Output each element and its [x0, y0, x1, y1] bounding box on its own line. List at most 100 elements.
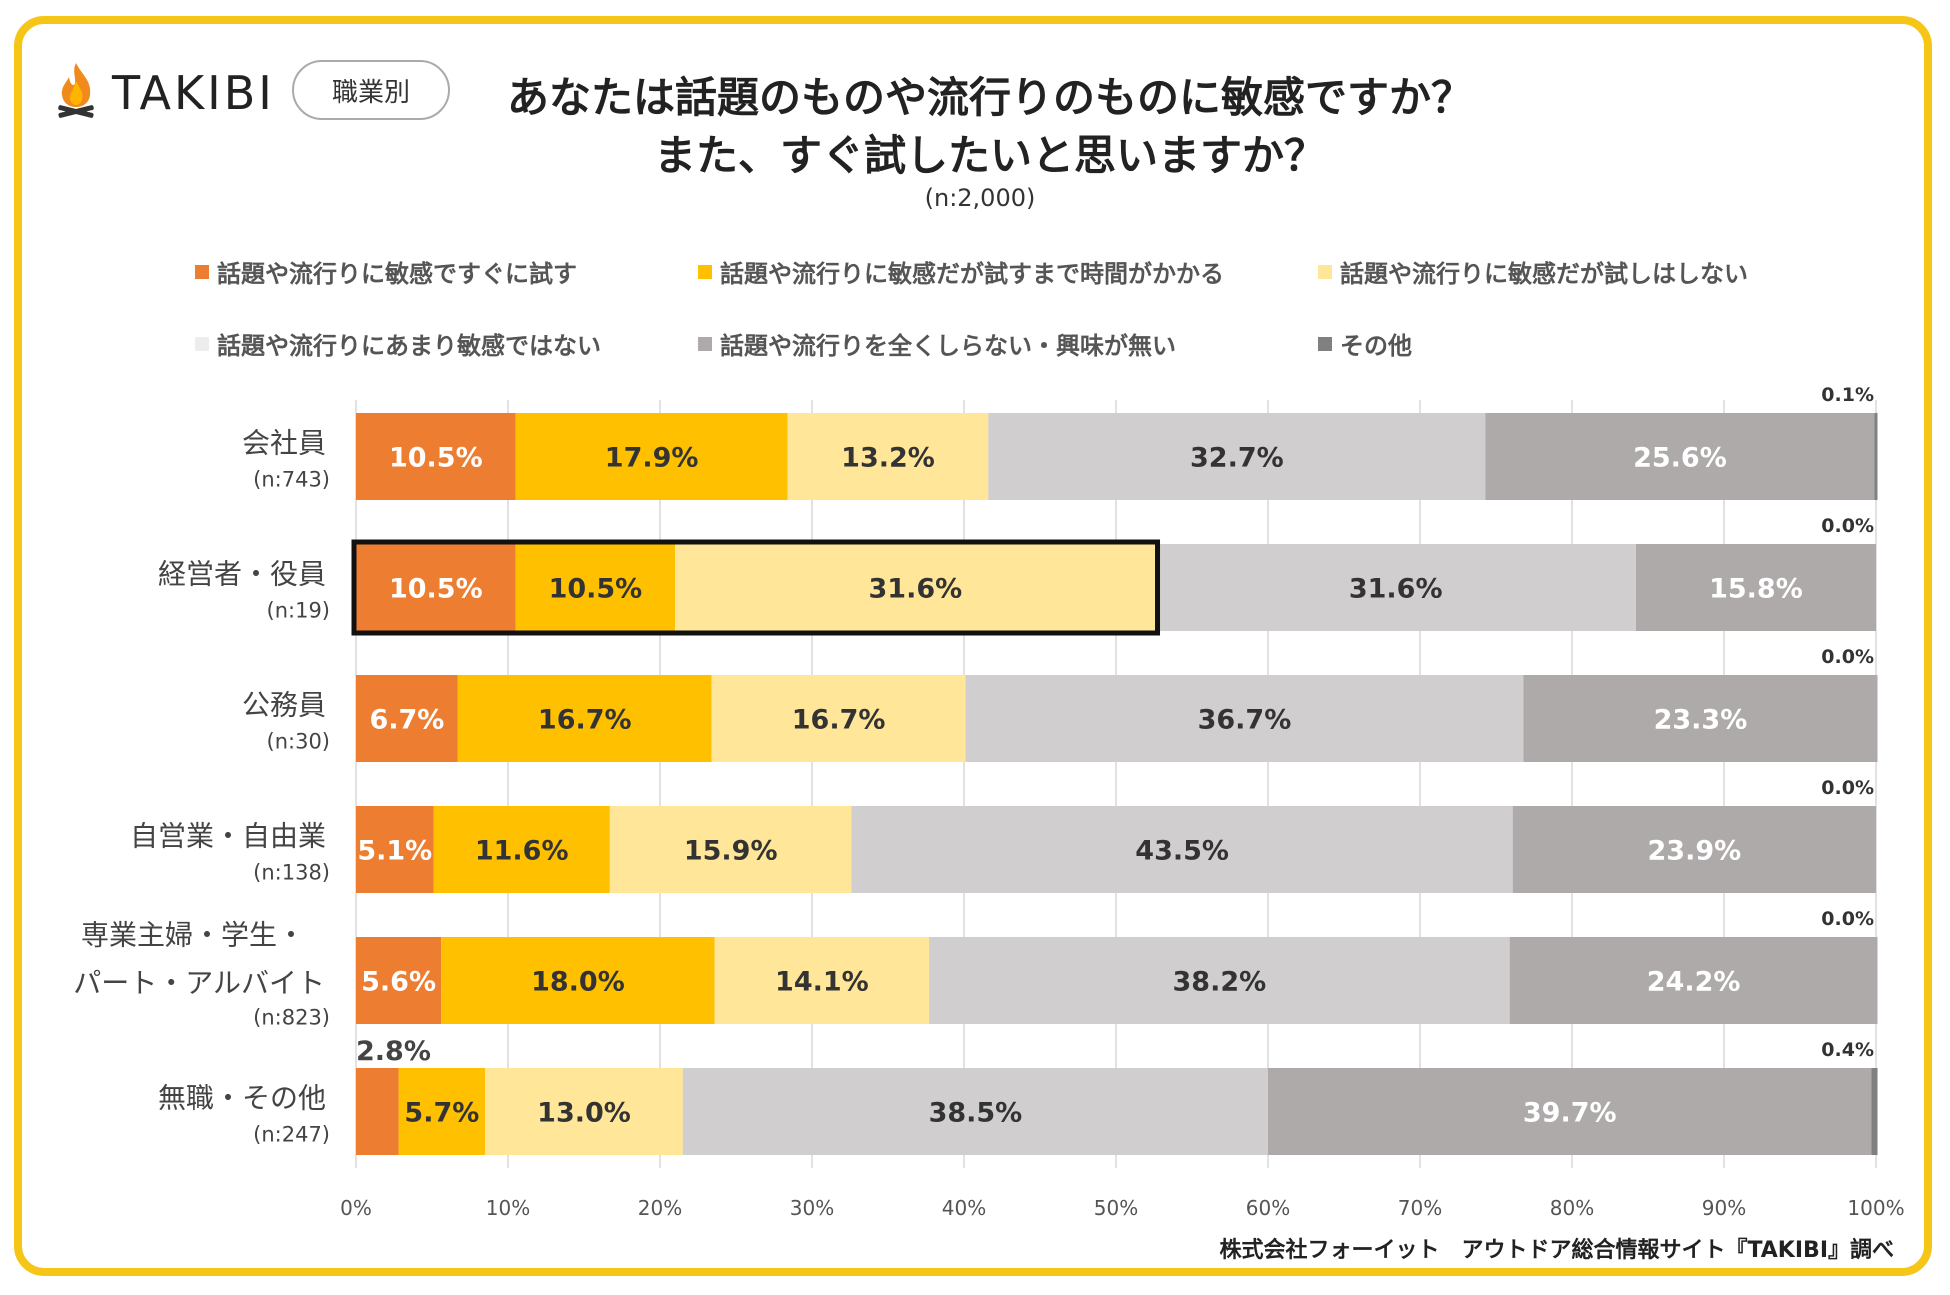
bar-segment	[711, 675, 966, 762]
bar-segment	[398, 1068, 486, 1155]
legend-swatch	[698, 264, 712, 279]
data-label: 13.0%	[537, 1098, 631, 1129]
legend-label: 話題や流行りにあまり敏感ではない	[217, 332, 601, 360]
data-label: 5.6%	[361, 967, 436, 998]
category-label: パート・アルバイト	[73, 967, 325, 1000]
bar-segment	[356, 675, 458, 762]
data-label: 18.0%	[531, 967, 625, 998]
category-label: 自営業・自由業	[130, 820, 326, 853]
data-label: 10.5%	[389, 443, 483, 474]
category-n-label: (n:743)	[253, 468, 330, 492]
bar-segment	[433, 806, 610, 893]
bar-segment	[457, 675, 712, 762]
source-credit: 株式会社フォーイット アウトドア総合情報サイト『TAKIBI』調べ	[1219, 1238, 1894, 1263]
data-label: 13.2%	[841, 443, 935, 474]
data-label: 32.7%	[1190, 443, 1284, 474]
bar-segment	[1874, 413, 1878, 500]
highlight-box	[351, 539, 1161, 636]
category-n-label: (n:247)	[253, 1123, 330, 1147]
category-label: 会社員	[242, 427, 326, 460]
campfire-icon	[58, 63, 94, 118]
data-label: 0.0%	[1821, 908, 1874, 930]
takibi-logo: TAKIBI	[52, 58, 275, 128]
x-tick-label: 60%	[1246, 1196, 1290, 1220]
category-n-label: (n:30)	[267, 730, 331, 754]
category-label: 無職・その他	[158, 1082, 326, 1115]
data-label: 24.2%	[1647, 967, 1741, 998]
x-tick-label: 50%	[1094, 1196, 1138, 1220]
data-label: 43.5%	[1135, 836, 1229, 867]
legend-item: 話題や流行りに敏感ですぐに試す	[195, 254, 577, 289]
x-tick-label: 80%	[1550, 1196, 1594, 1220]
chart-title-line2: また、すぐ試したいと思いますか？	[653, 131, 1326, 180]
data-label: 39.7%	[1523, 1098, 1617, 1129]
legend-item: 話題や流行りに敏感だが試しはしない	[1318, 254, 1748, 289]
bar-segment	[714, 937, 930, 1024]
bar-segment	[965, 675, 1524, 762]
legend-item: その他	[1318, 326, 1412, 361]
data-label: 16.7%	[538, 705, 632, 736]
category-label: 経営者・役員	[158, 558, 326, 591]
data-label: 23.3%	[1654, 705, 1748, 736]
bar-segment	[356, 544, 516, 631]
sample-size: (n:2,000)	[924, 184, 1036, 212]
bar-segment	[356, 413, 516, 500]
data-label: 0.0%	[1821, 515, 1874, 537]
category-n-label: (n:823)	[253, 1006, 330, 1030]
bar-segment	[485, 1068, 683, 1155]
legend-label: 話題や流行りに敏感ですぐに試す	[217, 260, 577, 288]
bar-segment	[929, 937, 1510, 1024]
data-label: 17.9%	[605, 443, 699, 474]
bar-segment	[1155, 544, 1636, 631]
legend-label: 話題や流行りに敏感だが試すまで時間がかかる	[720, 260, 1224, 288]
bar-segment	[988, 413, 1486, 500]
data-label: 14.1%	[775, 967, 869, 998]
legend-label: 話題や流行りに敏感だが試しはしない	[1340, 260, 1748, 288]
legend-item: 話題や流行りにあまり敏感ではない	[195, 326, 601, 361]
legend-swatch	[195, 336, 209, 351]
x-tick-label: 100%	[1847, 1196, 1904, 1220]
x-tick-label: 10%	[486, 1196, 530, 1220]
bar-segment	[356, 937, 442, 1024]
data-label: 10.5%	[389, 574, 483, 605]
chart-title-line1: あなたは話題のものや流行りのものに敏感ですか？	[506, 73, 1473, 122]
data-label: 23.9%	[1648, 836, 1742, 867]
data-label: 11.6%	[475, 836, 569, 867]
bar-segment	[515, 544, 676, 631]
bar-segment	[515, 413, 788, 500]
data-label: 31.6%	[1349, 574, 1443, 605]
data-label: 5.1%	[357, 836, 432, 867]
data-label: 6.7%	[369, 705, 444, 736]
data-label: 10.5%	[549, 574, 643, 605]
data-label: 38.2%	[1173, 967, 1267, 998]
legend-swatch	[1318, 336, 1332, 351]
data-label: 15.8%	[1709, 574, 1803, 605]
data-label: 16.7%	[792, 705, 886, 736]
legend-swatch	[1318, 264, 1332, 279]
data-label: 2.8%	[356, 1036, 431, 1067]
x-tick-label: 70%	[1398, 1196, 1442, 1220]
bar-segment	[1268, 1068, 1872, 1155]
x-tick-label: 20%	[638, 1196, 682, 1220]
legend-item: 話題や流行りを全くしらない・興味が無い	[698, 326, 1176, 361]
category-n-label: (n:138)	[253, 861, 330, 885]
bar-segment	[1871, 1068, 1878, 1155]
x-tick-label: 0%	[340, 1196, 372, 1220]
category-n-label: (n:19)	[267, 599, 331, 623]
data-label: 0.0%	[1821, 777, 1874, 799]
category-label: 専業主婦・学生・	[81, 919, 305, 952]
legend-item: 話題や流行りに敏感だが試すまで時間がかかる	[698, 254, 1224, 289]
x-tick-label: 40%	[942, 1196, 986, 1220]
bar-segment	[1635, 544, 1876, 631]
bar-segment	[441, 937, 715, 1024]
legend-swatch	[195, 264, 209, 279]
legend-label: 話題や流行りを全くしらない・興味が無い	[720, 332, 1176, 360]
bar-segment	[682, 1068, 1268, 1155]
data-label: 38.5%	[929, 1098, 1023, 1129]
legend-swatch	[698, 336, 712, 351]
data-label: 0.0%	[1821, 646, 1874, 668]
x-tick-label: 90%	[1702, 1196, 1746, 1220]
data-label: 5.7%	[404, 1098, 479, 1129]
bar-segment	[1512, 806, 1876, 893]
